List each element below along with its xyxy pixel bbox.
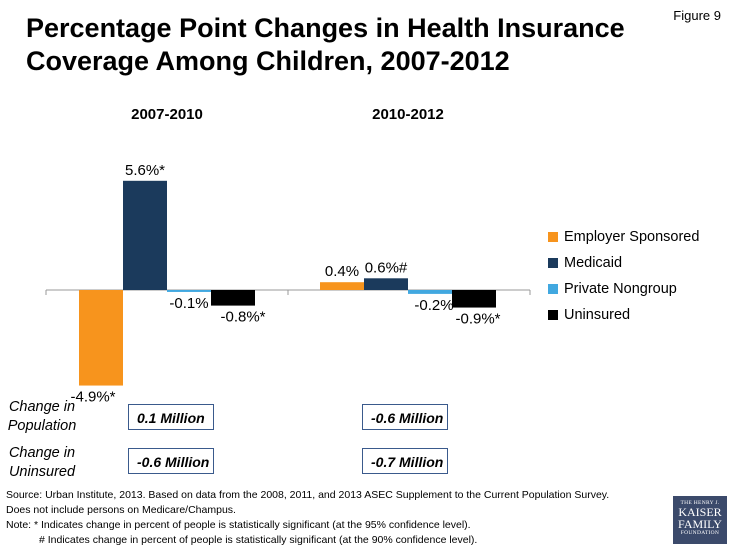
data-label-employer-sponsored-2007-2010: -4.9%* bbox=[70, 389, 115, 406]
source-notes: Source: Urban Institute, 2013. Based on … bbox=[6, 488, 609, 548]
legend-label-private: Private Nongroup bbox=[564, 281, 677, 297]
uninsured-label-line-1: Change in bbox=[8, 445, 76, 461]
logo-line-1: THE HENRY J. bbox=[680, 500, 720, 506]
data-label-employer-sponsored-2010-2012: 0.4% bbox=[325, 263, 359, 280]
uninsured-change-2010-2012: -0.7 Million bbox=[362, 448, 448, 474]
bar-medicaid-2007-2010 bbox=[123, 180, 167, 290]
logo-line-2: KAISER bbox=[678, 505, 722, 519]
uninsured-change-2007-2010: -0.6 Million bbox=[128, 448, 214, 474]
population-change-2007-2010: 0.1 Million bbox=[128, 404, 214, 430]
period-label-2007-2010: 2007-2010 bbox=[131, 106, 203, 123]
bar-private-nongroup-2007-2010 bbox=[167, 290, 211, 292]
title-line-2: Coverage Among Children, 2007-2012 bbox=[26, 46, 510, 76]
population-label-line-1: Change in bbox=[8, 399, 76, 415]
logo-line-3: FAMILY bbox=[678, 517, 722, 531]
bar-uninsured-2010-2012 bbox=[452, 290, 496, 308]
legend-swatch-uninsured bbox=[548, 310, 558, 320]
source-line-1: Source: Urban Institute, 2013. Based on … bbox=[6, 489, 610, 501]
legend: Employer Sponsored Medicaid Private Nong… bbox=[548, 224, 699, 328]
legend-item-uninsured: Uninsured bbox=[548, 302, 699, 328]
data-label-medicaid-2010-2012: 0.6%# bbox=[365, 259, 408, 276]
period-label-2010-2012: 2010-2012 bbox=[372, 106, 444, 123]
bar-private-nongroup-2010-2012 bbox=[408, 290, 452, 294]
note-line-1: Note: * Indicates change in percent of p… bbox=[6, 519, 471, 531]
legend-item-medicaid: Medicaid bbox=[548, 250, 699, 276]
legend-label-employer: Employer Sponsored bbox=[564, 229, 700, 245]
legend-swatch-employer bbox=[548, 232, 558, 242]
bar-employer-sponsored-2007-2010 bbox=[79, 290, 123, 386]
source-line-2: Does not include persons on Medicare/Cha… bbox=[6, 504, 236, 516]
legend-item-employer: Employer Sponsored bbox=[548, 224, 699, 250]
legend-label-medicaid: Medicaid bbox=[564, 255, 623, 271]
legend-swatch-medicaid bbox=[548, 258, 558, 268]
legend-label-uninsured: Uninsured bbox=[564, 307, 631, 323]
note-line-2: # Indicates change in percent of people … bbox=[39, 534, 478, 546]
bar-employer-sponsored-2010-2012 bbox=[320, 282, 364, 290]
data-label-uninsured-2007-2010: -0.8%* bbox=[220, 309, 265, 326]
title-line-1: Percentage Point Changes in Health Insur… bbox=[26, 13, 625, 43]
uninsured-label-line-2: Uninsured bbox=[8, 464, 76, 480]
change-in-uninsured-label: Change in Uninsured bbox=[4, 444, 80, 482]
change-in-population-label: Change in Population bbox=[4, 398, 80, 436]
legend-swatch-private bbox=[548, 284, 558, 294]
legend-item-private: Private Nongroup bbox=[548, 276, 699, 302]
data-label-uninsured-2010-2012: -0.9%* bbox=[455, 311, 500, 328]
data-label-private-nongroup-2007-2010: -0.1% bbox=[169, 295, 208, 312]
kaiser-family-foundation-logo: THE HENRY J. KAISER FAMILY FOUNDATION bbox=[673, 496, 727, 544]
data-label-private-nongroup-2010-2012: -0.2% bbox=[414, 297, 453, 314]
figure-number: Figure 9 bbox=[673, 8, 721, 23]
bar-medicaid-2010-2012 bbox=[364, 278, 408, 290]
data-label-medicaid-2007-2010: 5.6%* bbox=[125, 162, 165, 179]
population-label-line-2: Population bbox=[7, 418, 77, 434]
bar-uninsured-2007-2010 bbox=[211, 290, 255, 306]
page-title: Percentage Point Changes in Health Insur… bbox=[26, 12, 646, 78]
population-change-2010-2012: -0.6 Million bbox=[362, 404, 448, 430]
logo-line-4: FOUNDATION bbox=[680, 530, 720, 536]
